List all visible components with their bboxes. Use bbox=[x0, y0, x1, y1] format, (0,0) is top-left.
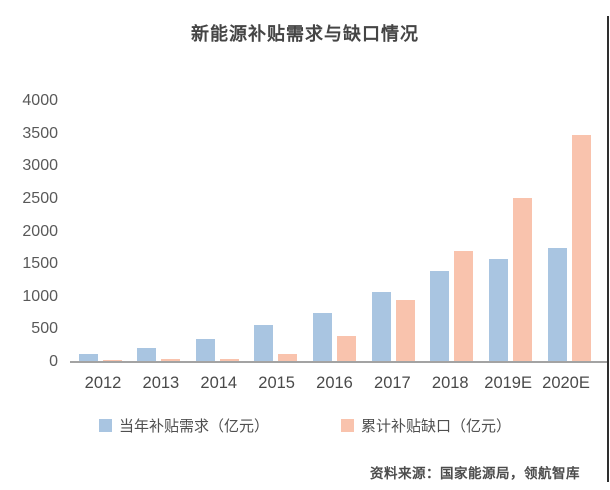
plot-area bbox=[77, 101, 592, 362]
y-tick-label: 3000 bbox=[22, 157, 58, 175]
bar-group bbox=[312, 313, 358, 362]
bar-subsidy-demand bbox=[371, 292, 391, 362]
y-tick-label: 0 bbox=[49, 353, 58, 370]
legend-swatch-demand bbox=[98, 419, 112, 432]
bar-subsidy-demand bbox=[195, 339, 215, 362]
x-tick-label: 2012 bbox=[84, 374, 122, 392]
bar-cumulative-gap bbox=[454, 251, 474, 362]
chart-title: 新能源补贴需求与缺口情况 bbox=[191, 24, 419, 44]
legend-label-gap: 累计补贴缺口（亿元） bbox=[361, 418, 512, 435]
y-tick-label: 4000 bbox=[22, 92, 58, 109]
x-tick-label: 2018 bbox=[431, 374, 469, 392]
bar-cumulative-gap bbox=[337, 336, 356, 362]
y-axis: 0 500 1000 1500 2000 2500 3000 3500 4000 bbox=[0, 0, 58, 490]
x-tick-label: 2017 bbox=[374, 374, 411, 392]
legend-swatch-gap bbox=[341, 419, 354, 432]
y-tick-label: 3500 bbox=[22, 124, 58, 142]
bar-subsidy-demand bbox=[313, 313, 332, 362]
bar-subsidy-demand bbox=[78, 354, 98, 362]
right-border-line bbox=[607, 16, 609, 482]
bar-cumulative-gap bbox=[219, 359, 239, 362]
y-tick-label: 2500 bbox=[22, 189, 58, 207]
bar-subsidy-demand bbox=[547, 248, 567, 362]
bar-group bbox=[546, 135, 592, 362]
bar-cumulative-gap bbox=[512, 198, 532, 362]
y-tick-label: 2000 bbox=[22, 222, 58, 240]
x-axis-line bbox=[70, 361, 608, 363]
source-note: 资料来源：国家能源局，领航智库 bbox=[370, 466, 580, 481]
bar-group bbox=[253, 325, 299, 362]
bar-group bbox=[194, 339, 240, 362]
x-tick-label: 2019E bbox=[484, 374, 532, 392]
bar-cumulative-gap bbox=[395, 300, 415, 362]
y-tick-label: 1000 bbox=[22, 287, 58, 305]
bar-cumulative-gap bbox=[571, 135, 591, 362]
legend: 当年补贴需求（亿元） 累计补贴缺口（亿元） bbox=[0, 415, 610, 436]
bar-cumulative-gap bbox=[278, 354, 298, 362]
x-tick-label: 2014 bbox=[200, 374, 238, 392]
bar-cumulative-gap bbox=[161, 359, 181, 362]
y-tick-label: 500 bbox=[31, 320, 58, 338]
bar-subsidy-demand bbox=[137, 348, 157, 362]
y-tick-label: 1500 bbox=[22, 255, 58, 273]
bar-group bbox=[487, 198, 533, 362]
bar-subsidy-demand bbox=[488, 259, 508, 362]
bar-subsidy-demand bbox=[254, 325, 274, 362]
bar-group bbox=[429, 251, 475, 362]
bar-subsidy-demand bbox=[430, 271, 450, 362]
x-tick-label: 2016 bbox=[316, 374, 353, 392]
x-tick-label: 2015 bbox=[258, 374, 295, 392]
x-tick-label: 2020E bbox=[542, 374, 590, 392]
legend-item-demand: 当年补贴需求（亿元） bbox=[98, 415, 269, 436]
x-axis: 2012 2013 2014 2015 2016 2017 2018 2019E 2020E bbox=[77, 374, 592, 393]
legend-item-gap: 累计补贴缺口（亿元） bbox=[341, 415, 511, 436]
legend-label-demand: 当年补贴需求（亿元） bbox=[118, 418, 269, 435]
x-tick-label: 2013 bbox=[142, 374, 180, 392]
bar-group bbox=[136, 348, 182, 362]
bar-group bbox=[370, 292, 416, 362]
